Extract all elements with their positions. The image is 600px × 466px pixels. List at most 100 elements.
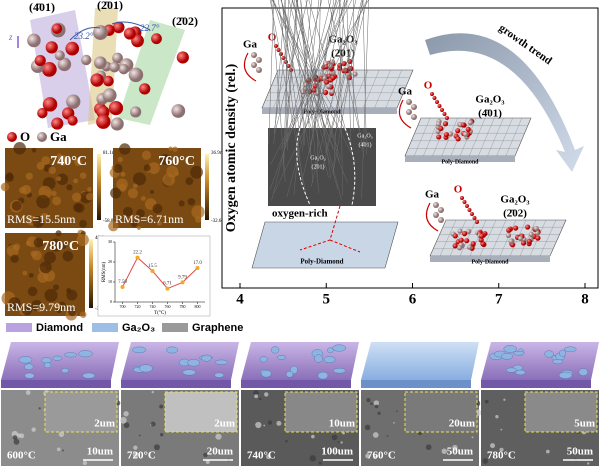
sem-scale: 50um <box>447 446 473 458</box>
x-tick-label: 780 <box>180 304 186 309</box>
ga2o3-island <box>41 357 52 364</box>
lattice <box>294 0 305 146</box>
afm-grain <box>143 164 151 172</box>
x-tick-label: 8 <box>581 291 589 307</box>
ga2o3-island <box>578 368 589 376</box>
inset-scale: 2um <box>94 418 115 430</box>
sem-feature <box>264 392 269 397</box>
legend-swatch <box>6 323 32 332</box>
lattice <box>269 0 307 198</box>
afm-grain <box>31 250 42 261</box>
atom <box>458 237 464 243</box>
afm-grain <box>127 188 139 199</box>
sem-feature <box>123 411 129 417</box>
sem-feature <box>133 445 138 450</box>
x-tick-label: 720 <box>135 304 141 309</box>
flux-arrow <box>243 52 257 82</box>
atom <box>461 231 468 237</box>
afm-grain <box>25 172 33 180</box>
afm-grain <box>22 270 28 276</box>
afm-grain <box>8 297 21 310</box>
atom <box>66 94 81 109</box>
x-tick-label: 700 <box>120 304 126 309</box>
atom <box>520 240 527 246</box>
graphene-grid <box>329 69 346 109</box>
atom <box>505 232 512 239</box>
ga-atom <box>251 52 257 58</box>
atom <box>525 224 531 230</box>
atom <box>108 100 124 116</box>
ga2o3-island <box>503 345 517 353</box>
atom <box>455 136 461 142</box>
afm-grain <box>116 178 128 191</box>
sem-feature <box>452 444 458 451</box>
y-axis-label: Oxygen atomic density (rel.) <box>224 63 239 232</box>
ga2o3-island <box>323 356 336 364</box>
sem-inset <box>524 391 598 433</box>
sem-feature <box>11 430 19 438</box>
ga2o3-island <box>513 351 525 356</box>
lattice <box>292 0 341 160</box>
ga-atom <box>433 202 439 208</box>
ga2o3-island <box>44 362 52 369</box>
ga2o3-island <box>317 371 329 380</box>
ga-label: Ga <box>398 86 413 98</box>
ga-atom <box>411 104 417 110</box>
sem-feature <box>311 434 315 439</box>
sem-temp: 760°C <box>367 450 396 462</box>
atom <box>118 63 129 75</box>
sem-temp: 600°C <box>7 450 36 462</box>
sem-feature <box>38 407 41 410</box>
sem-feature <box>309 455 316 462</box>
afm-grain <box>73 178 79 184</box>
oxygen-rich-label: oxygen-rich <box>272 208 328 220</box>
legend-atom <box>7 132 17 142</box>
atom <box>508 238 514 244</box>
lattice <box>339 0 365 157</box>
atom <box>455 128 461 134</box>
o-atom <box>470 212 474 216</box>
flux-arrow <box>425 202 439 232</box>
lattice <box>268 0 275 144</box>
plane-label: (2̄02) <box>503 208 527 220</box>
afm-grain <box>133 172 147 186</box>
sem-feature <box>499 447 504 452</box>
sem-feature <box>267 420 273 425</box>
substrate-side <box>405 156 515 162</box>
atom <box>42 97 58 112</box>
color-bar <box>89 239 93 308</box>
ga2o3-island <box>214 359 228 365</box>
afm-grain <box>6 244 19 257</box>
sem-feature <box>62 449 64 452</box>
ga2o3-island <box>501 352 514 360</box>
afm-grain <box>36 161 45 170</box>
afm-grain <box>178 200 185 207</box>
afm-grain <box>56 176 62 182</box>
sem-feature <box>266 454 271 460</box>
afm-grain <box>5 172 14 180</box>
point <box>135 255 140 260</box>
sem-feature <box>82 460 88 466</box>
atom <box>457 228 463 234</box>
afm-grain <box>0 182 10 192</box>
afm-grain <box>62 250 74 262</box>
plane-label: (2̄02) <box>172 14 198 28</box>
afm-temp: 760°C <box>158 154 195 169</box>
afm-grain <box>10 254 19 263</box>
ga2o3-island <box>139 364 153 373</box>
afm-grain <box>60 243 67 249</box>
sem-feature <box>25 390 31 395</box>
o-atom <box>274 44 278 48</box>
sem-feature <box>150 421 156 427</box>
ga2o3-island <box>187 359 200 367</box>
ga-atom <box>411 114 417 120</box>
atom <box>517 235 524 242</box>
sem-feature <box>215 433 222 440</box>
plane-label: (4̄01) <box>29 0 55 14</box>
atom <box>322 89 329 96</box>
lattice <box>327 0 360 131</box>
legend-label: Ga <box>50 129 67 144</box>
graphene-grid <box>496 117 513 157</box>
ga2o3-island <box>276 355 286 360</box>
sem-feature <box>500 428 503 431</box>
